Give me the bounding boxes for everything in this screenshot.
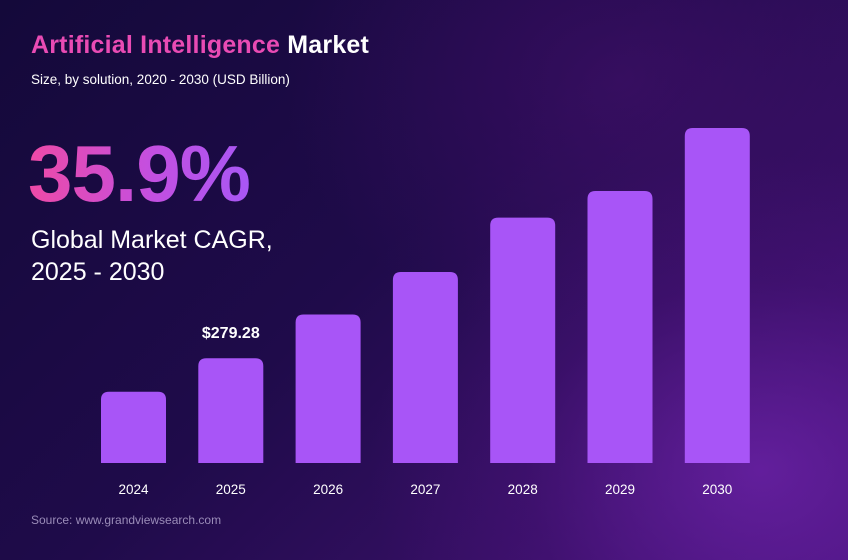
bar-2024 bbox=[101, 391, 166, 463]
cagr-label-line2: 2025 - 2030 bbox=[31, 258, 165, 286]
bar-2029 bbox=[587, 191, 653, 464]
cagr-value: 35.9% bbox=[28, 129, 251, 218]
x-tick-label-2030: 2030 bbox=[702, 482, 732, 497]
bar-2027 bbox=[392, 272, 458, 463]
x-tick-label-2025: 2025 bbox=[216, 482, 246, 497]
cagr-label: Global Market CAGR, 2025 - 2030 bbox=[31, 224, 273, 288]
bar-2025 bbox=[198, 358, 264, 463]
source-note: Source: www.grandviewsearch.com bbox=[31, 513, 222, 527]
title-accent: Artificial Intelligence bbox=[31, 31, 281, 59]
bar-2026 bbox=[295, 314, 361, 463]
x-tick-label-2029: 2029 bbox=[605, 482, 635, 497]
x-tick-label-2024: 2024 bbox=[118, 482, 149, 497]
cagr-label-line1: Global Market CAGR, bbox=[31, 226, 273, 254]
x-tick-label-2027: 2027 bbox=[410, 482, 440, 497]
x-tick-label-2026: 2026 bbox=[313, 482, 343, 497]
chart-subtitle: Size, by solution, 2020 - 2030 (USD Bill… bbox=[31, 72, 290, 87]
title-rest: Market bbox=[287, 31, 370, 59]
chart-title: Artificial Intelligence Market bbox=[31, 31, 369, 60]
x-tick-label-2028: 2028 bbox=[508, 482, 538, 497]
bar-2030 bbox=[684, 128, 750, 463]
data-label-2025: $279.28 bbox=[202, 325, 260, 342]
bar-2028 bbox=[490, 217, 556, 463]
